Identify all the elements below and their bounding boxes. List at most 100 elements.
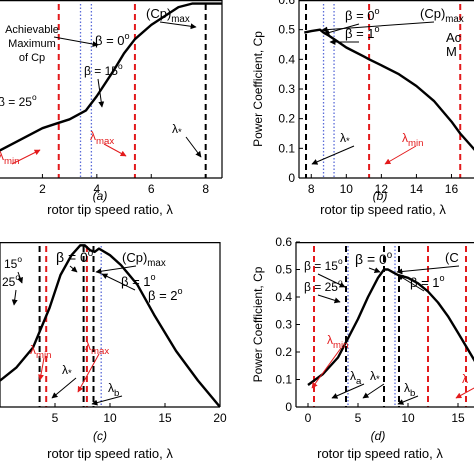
annotation-b-lmin: λmin bbox=[402, 131, 423, 149]
x-tick-label-a-0: 2 bbox=[39, 182, 46, 196]
annotation-a-ach-2: of Cp bbox=[19, 52, 45, 64]
y-tick-label-b-2: 0.2 bbox=[278, 112, 295, 126]
annotation-arrow-d-lred bbox=[455, 387, 474, 399]
annotation-c-lmin: λmin bbox=[30, 343, 51, 361]
annotation-arrow-d-la bbox=[331, 383, 365, 399]
annotation-c-b2: β = 2o bbox=[148, 286, 183, 303]
x-axis-label-c: rotor tip speed ratio, λ bbox=[47, 446, 173, 461]
annotation-d-lred: λ bbox=[462, 372, 468, 386]
x-tick-label-b-1: 10 bbox=[340, 182, 354, 196]
x-axis-label-b: rotor tip speed ratio, λ bbox=[320, 202, 446, 217]
y-tick-label-b-6: 0.6 bbox=[278, 0, 295, 7]
annotation-arrow-b-lmin bbox=[384, 145, 417, 165]
y-tick-label-d-0: 0 bbox=[285, 400, 292, 414]
annotation-b-b0: β = 0o bbox=[345, 6, 380, 23]
x-tick-label-d-3: 15 bbox=[451, 411, 465, 425]
annotation-arrow-c-b1 bbox=[101, 273, 136, 291]
annotation-arrow-d-b1 bbox=[397, 274, 425, 292]
x-axis-label-a: rotor tip speed ratio, λ bbox=[47, 202, 173, 217]
panel-caption-d: (d) bbox=[371, 429, 386, 443]
annotation-d-lmin: λmin bbox=[327, 333, 348, 351]
y-tick-label-b-3: 0.3 bbox=[278, 82, 295, 96]
y-tick-label-b-5: 0.5 bbox=[278, 23, 295, 37]
annotation-arrow-a-lstar bbox=[185, 136, 202, 158]
y-tick-label-b-4: 0.4 bbox=[278, 52, 295, 66]
annotation-a-b0: β = 0o bbox=[95, 31, 130, 48]
annotation-c-b0: β = 0o bbox=[56, 248, 94, 265]
y-tick-label-d-5: 0.5 bbox=[275, 263, 292, 277]
annotation-c-b15: 15o bbox=[4, 254, 22, 271]
annotation-b-lstar: λ* bbox=[340, 131, 350, 147]
y-tick-label-b-0: 0 bbox=[288, 171, 295, 185]
annotation-arrow-c-lb bbox=[91, 395, 123, 406]
annotation-d-la: λa bbox=[350, 369, 362, 387]
x-tick-label-c-0: 5 bbox=[52, 411, 59, 425]
annotation-arrow-a-ach bbox=[53, 36, 99, 47]
annotation-arrow-c-lstar bbox=[51, 377, 77, 399]
y-axis-label-d: Power Coefficient, Cp bbox=[251, 266, 265, 382]
cp-curve-a bbox=[0, 2, 222, 152]
y-tick-label-d-3: 0.3 bbox=[275, 318, 292, 332]
annotation-d-b0: β = 0o bbox=[355, 250, 393, 267]
annotation-a-cpmax: (Cp)max bbox=[146, 6, 190, 25]
annotation-arrow-d-lb bbox=[397, 395, 419, 405]
annotation-arrow-a-lmin bbox=[11, 149, 41, 165]
x-tick-label-c-1: 10 bbox=[103, 411, 117, 425]
annotation-a-lstar: λ* bbox=[172, 122, 182, 138]
cp-curve-c bbox=[0, 244, 220, 407]
y-tick-label-d-1: 0.1 bbox=[275, 373, 292, 387]
x-axis-label-d: rotor tip speed ratio, λ bbox=[317, 446, 443, 461]
annotation-arrow-b-lstar bbox=[311, 145, 355, 165]
annotation-c-cpmax: (Cp)max bbox=[122, 250, 166, 269]
x-tick-label-b-4: 16 bbox=[445, 182, 459, 196]
panel-caption-a: (a) bbox=[93, 189, 108, 203]
annotation-b-ach-1: M bbox=[446, 44, 457, 59]
x-tick-label-b-3: 14 bbox=[410, 182, 424, 196]
x-tick-label-b-2: 12 bbox=[375, 182, 389, 196]
annotation-b-b1: β = 1o bbox=[345, 24, 380, 41]
panel-caption-c: (c) bbox=[93, 429, 107, 443]
annotation-a-b25: β = 25o bbox=[0, 92, 37, 109]
annotation-arrow-a-cpmax bbox=[159, 21, 197, 30]
y-tick-label-b-1: 0.1 bbox=[278, 141, 295, 155]
annotation-arrow-c-b0 bbox=[69, 265, 78, 273]
annotation-c-lstar: λ* bbox=[62, 363, 72, 379]
x-tick-label-d-2: 10 bbox=[401, 411, 415, 425]
annotation-arrow-c-lmin bbox=[38, 357, 45, 381]
chart-panel-a: 2 4 6 8 rotor tip speed ratio, λ(a) Achievabl… bbox=[0, 0, 223, 217]
annotation-arrow-c-b25 bbox=[11, 289, 18, 306]
annotation-arrow-b-cpmax bbox=[321, 21, 435, 33]
panel-caption-b: (b) bbox=[373, 189, 388, 203]
chart-panel-b: 8 10 12 14 16 0 0.1 0.2 0.3 0.4 0.5 0.6 Power Coeffi… bbox=[251, 0, 474, 217]
annotation-arrow-d-b25 bbox=[317, 294, 341, 304]
annotation-d-lstar: λ* bbox=[370, 369, 380, 385]
annotation-arrow-d-cpmax bbox=[396, 265, 460, 275]
annotation-arrow-d-lmin bbox=[311, 347, 342, 389]
plot-area-d bbox=[307, 246, 474, 407]
annotation-c-b1: β = 1o bbox=[121, 272, 156, 289]
x-tick-label-c-2: 15 bbox=[158, 411, 172, 425]
chart-panel-c: 5 10 15 20 rotor tip speed ratio, λ (c) β = 0o… bbox=[0, 242, 227, 461]
y-tick-label-d-2: 0.2 bbox=[275, 345, 292, 359]
annotation-d-b15: β = 15o bbox=[304, 256, 343, 273]
annotation-arrow-b-b0 bbox=[323, 23, 360, 36]
cp-curve-d bbox=[307, 268, 474, 386]
x-tick-label-b-0: 8 bbox=[308, 182, 315, 196]
x-tick-label-a-2: 6 bbox=[148, 182, 155, 196]
plot-area-a bbox=[0, 2, 222, 178]
annotation-a-b15: β = 15o bbox=[84, 61, 123, 78]
annotation-arrow-a-lmax bbox=[103, 143, 127, 157]
annotation-arrow-c-b15 bbox=[17, 271, 23, 284]
annotation-arrow-d-b0 bbox=[368, 267, 381, 273]
annotation-d-b1: β = 1o bbox=[410, 273, 445, 290]
annotation-d-b25: β = 25o bbox=[304, 277, 343, 294]
annotation-d-lb: λb bbox=[404, 381, 415, 399]
chart-panel-d: 0 5 10 15 0 0.1 0.2 0.3 0.4 0.5 0.6 Power Coefficie… bbox=[251, 235, 474, 461]
annotation-arrow-d-b15 bbox=[317, 273, 346, 288]
annotation-arrow-d-lstar bbox=[362, 383, 385, 399]
x-tick-label-c-3: 20 bbox=[213, 411, 227, 425]
annotation-a-lmin: λmin bbox=[0, 149, 19, 167]
annotation-b-ach-0: Ac bbox=[446, 30, 462, 45]
x-tick-label-d-0: 0 bbox=[305, 411, 312, 425]
